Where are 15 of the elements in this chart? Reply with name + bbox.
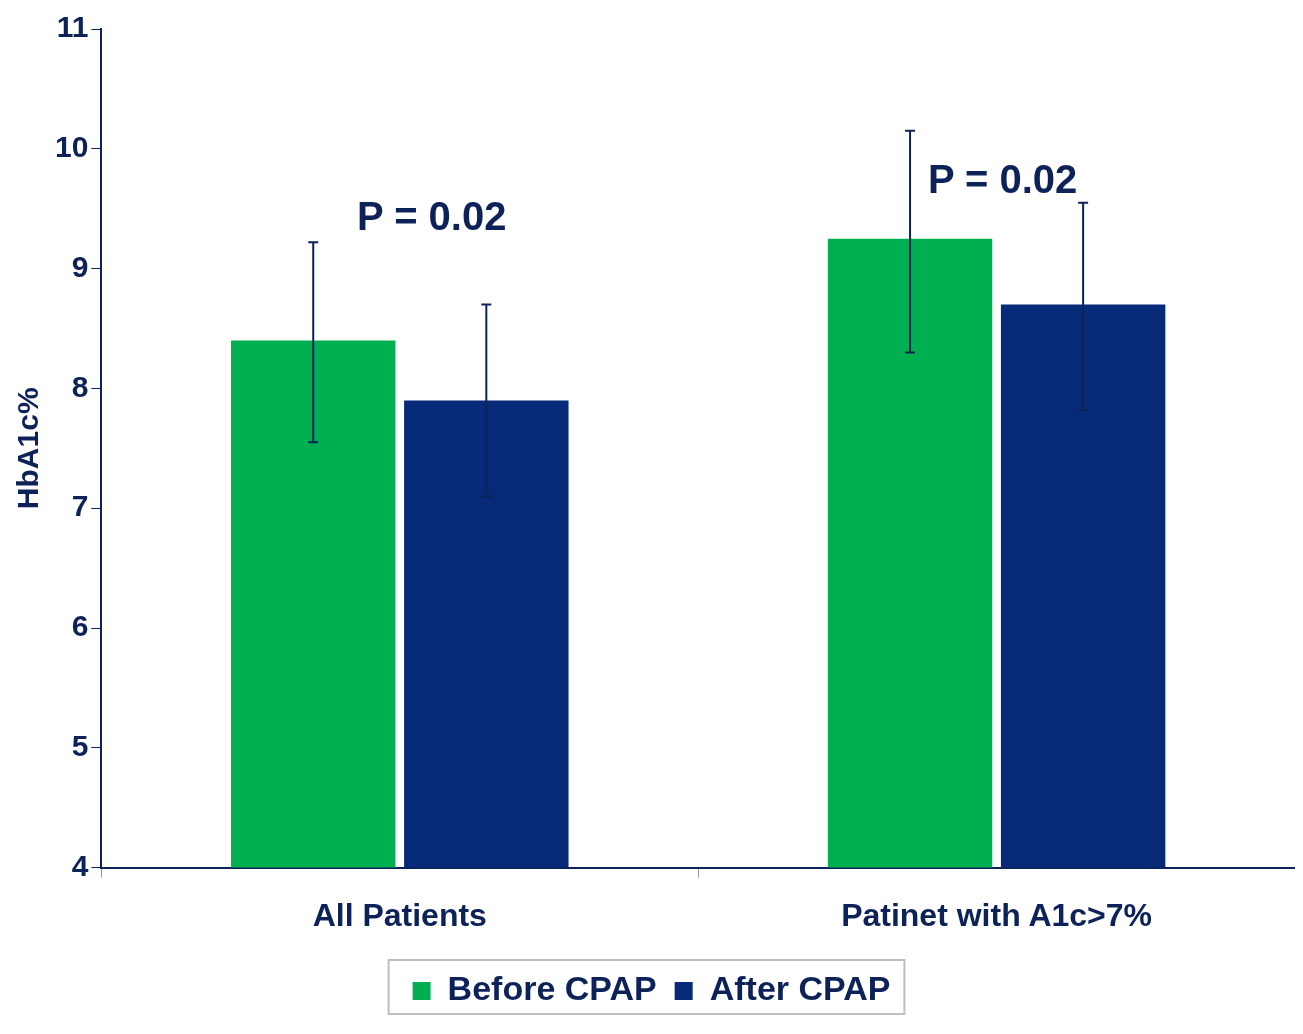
- y-tick-label: 6: [71, 609, 89, 643]
- annotation: P = 0.02: [927, 156, 1078, 201]
- y-tick-label: 11: [56, 10, 89, 44]
- legend-label: After CPAP: [709, 969, 891, 1008]
- annotation: P = 0.02: [357, 194, 507, 239]
- y-axis-title: HbA1c%: [11, 387, 45, 510]
- y-tick-label: 8: [71, 369, 89, 403]
- x-tick-label: All Patients: [312, 896, 487, 933]
- y-tick-label: 10: [54, 130, 89, 164]
- y-tick-label: 9: [71, 249, 89, 283]
- legend-label: Before CPAP: [447, 969, 657, 1008]
- y-tick-label: 5: [71, 729, 89, 763]
- x-tick-label: Patinet with A1c>7%: [841, 896, 1153, 933]
- y-tick-label: 7: [71, 489, 89, 523]
- y-tick-label: 4: [71, 848, 89, 882]
